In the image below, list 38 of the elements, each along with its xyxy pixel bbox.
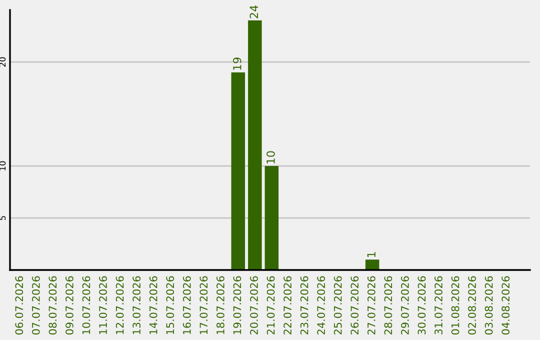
x-tick-label: 06.07.2026 (15, 276, 24, 335)
data-label: 1 (367, 252, 376, 257)
bar (264, 166, 279, 270)
x-tick-label: 12.07.2026 (116, 276, 124, 334)
data-label: 24 (250, 5, 258, 18)
x-tick-label: 24.07.2026 (317, 276, 326, 334)
x-tick-label: 04.08.2026 (502, 276, 510, 335)
x-tick-label: 01.08.2026 (451, 276, 460, 335)
x-tick-label: 19.07.2026 (233, 276, 242, 334)
x-tick-label: 23.07.2026 (300, 276, 308, 334)
x-tick-label: 03.08.2026 (484, 276, 493, 335)
x-tick-label: 25.07.2026 (334, 276, 342, 334)
x-tick-label: 22.07.2026 (284, 276, 292, 334)
bar (365, 260, 380, 270)
data-label: 19 (232, 58, 242, 70)
x-tick-label: 02.08.2026 (468, 276, 476, 335)
x-tick-label: 20.07.2026 (250, 276, 258, 334)
x-tick-label: 15.07.2026 (166, 276, 174, 334)
bar (231, 72, 246, 270)
x-tick-label: 09.07.2026 (66, 276, 74, 335)
x-tick-label: 28.07.2026 (384, 276, 392, 334)
x-tick-label: 13.07.2026 (132, 276, 141, 334)
bar (248, 20, 262, 270)
x-tick-label: 29.07.2026 (401, 276, 409, 334)
x-tick-label: 11.07.2026 (99, 276, 107, 334)
x-tick-label: 21.07.2026 (266, 276, 275, 334)
x-tick-label: 16.07.2026 (182, 276, 191, 334)
x-tick-label: 10.07.2026 (82, 276, 90, 334)
x-tick-label: 07.07.2026 (32, 276, 40, 335)
x-tick-label: 26.07.2026 (350, 276, 359, 334)
data-label: 10 (266, 151, 275, 164)
x-tick-label: 14.07.2026 (149, 276, 158, 334)
x-tick-label: 27.07.2026 (367, 276, 376, 334)
x-tick-label: 31.07.2026 (434, 276, 442, 334)
x-tick-label: 08.07.2026 (48, 276, 57, 335)
x-tick-label: 30.07.2026 (418, 276, 426, 334)
x-tick-label: 17.07.2026 (200, 276, 208, 334)
x-tick-label: 18.07.2026 (216, 276, 224, 334)
